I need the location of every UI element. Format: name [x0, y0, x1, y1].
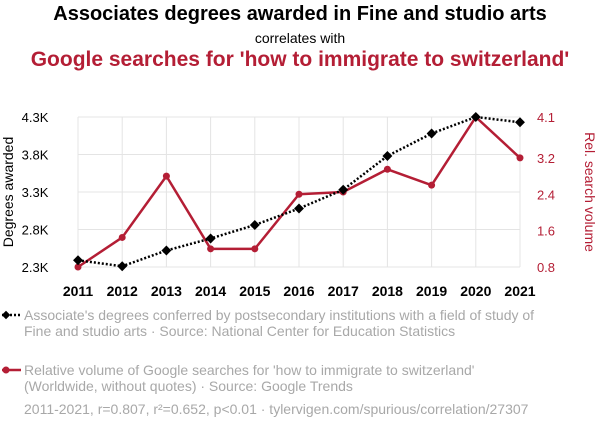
chart-plot: 4.3K 3.8K 3.3K 2.8K 2.3K 4.1 3.2 2.4 1.6 0.8 2011 2… [0, 110, 598, 299]
data-point-degrees [161, 245, 172, 256]
y2-tick-label: 0.8 [537, 260, 555, 275]
data-point-degrees [515, 117, 525, 128]
data-point-searches [118, 233, 126, 241]
data-point-searches [74, 263, 82, 271]
data-point-degrees [426, 128, 437, 139]
data-point-degrees [382, 151, 393, 161]
x-tick-label: 2020 [460, 283, 491, 299]
data-point-searches [516, 154, 524, 162]
x-tick-label: 2016 [283, 283, 314, 299]
footer-stats: 2011-2021, r=0.807, r²=0.652, p<0.01 · t… [24, 401, 529, 417]
y2-tick-label: 2.4 [537, 187, 555, 202]
y-tick-label: 3.8K [22, 148, 49, 163]
data-point-searches [428, 181, 436, 189]
data-point-searches [295, 190, 303, 198]
data-point-degrees [294, 203, 304, 214]
y-tick-label: 3.3K [22, 185, 49, 200]
y-tick-label: 2.3K [22, 260, 49, 275]
y-tick-label: 2.8K [22, 223, 49, 238]
chart-title-secondary: Google searches for 'how to immigrate to… [30, 48, 570, 71]
y2-tick-label: 4.1 [537, 110, 555, 125]
data-point-degrees [338, 184, 349, 195]
legend-label-degrees: Associate's degrees conferred by postsec… [24, 307, 535, 339]
x-tick-label: 2019 [416, 283, 447, 299]
data-point-searches [162, 172, 170, 180]
chart-subtitle: correlates with [254, 30, 346, 46]
x-tick-label: 2012 [107, 283, 138, 299]
y2-axis-label: Rel. search volume [582, 132, 598, 252]
x-tick-label: 2015 [239, 283, 270, 299]
data-point-degrees [205, 233, 216, 244]
x-tick-label: 2013 [151, 283, 182, 299]
data-point-searches [383, 165, 391, 173]
x-tick-label: 2017 [328, 283, 359, 299]
legend-label-searches: Relative volume of Google searches for '… [24, 362, 475, 394]
y-axis-label: Degrees awarded [0, 137, 16, 248]
data-point-searches [207, 245, 215, 253]
circle-marker-icon [2, 366, 21, 374]
diamond-marker-icon [1, 310, 21, 320]
data-point-degrees [117, 261, 128, 272]
x-tick-label: 2021 [504, 283, 535, 299]
y2-tick-label: 1.6 [537, 224, 555, 239]
x-tick-label: 2011 [63, 283, 94, 299]
y-tick-label: 4.3K [22, 110, 49, 125]
y2-tick-label: 3.2 [537, 151, 555, 166]
chart-title: Associates degrees awarded in Fine and s… [53, 3, 547, 25]
x-tick-label: 2018 [372, 283, 403, 299]
x-tick-label: 2014 [195, 283, 226, 299]
data-point-degrees [249, 220, 260, 230]
data-point-searches [251, 245, 259, 253]
